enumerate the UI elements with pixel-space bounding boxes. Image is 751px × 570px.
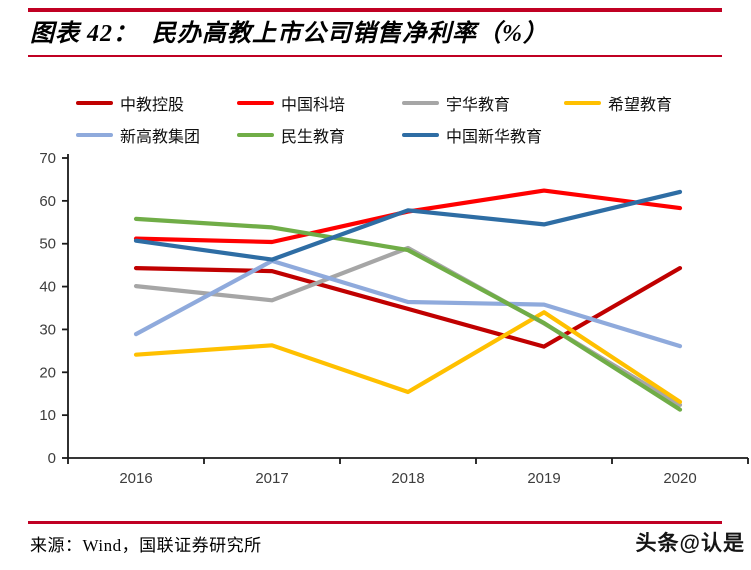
y-tick-label: 30: [39, 321, 56, 338]
legend-item: 宇华教育: [402, 92, 510, 114]
legend-label: 中国科培: [281, 97, 346, 114]
legend-item: 中国新华教育: [402, 124, 542, 146]
series-line: [133, 189, 683, 262]
legend-label: 宇华教育: [446, 97, 511, 114]
legend-item: 希望教育: [564, 92, 672, 114]
legend-label: 民生教育: [281, 129, 346, 146]
x-tick-label: 2020: [663, 470, 696, 487]
series-line: [133, 188, 683, 245]
title-top-rule: [28, 8, 722, 12]
title-bottom-rule: [28, 55, 722, 57]
x-tick-label: 2016: [119, 470, 152, 487]
series-line: [133, 216, 683, 412]
line-chart: 0 10 20 30 40 50 60 70 2016 2017 2018 2019 2020: [39, 150, 749, 487]
x-tick-label: 2019: [527, 470, 560, 487]
series-line: [133, 266, 683, 349]
axes: [62, 154, 749, 464]
legend-swatch-icon: [76, 133, 113, 137]
legend-item: 中国科培: [237, 92, 345, 114]
legend-swatch-icon: [76, 101, 113, 105]
legend-swatch-icon: [564, 101, 601, 105]
chart-legend: 中教控股 中国科培 宇华教育 希望教育新高教集团 民生教育 中国新华教育: [0, 90, 751, 150]
axis-tick-labels: 0 10 20 30 40 50 60 70 2016 2017 2018 2019 2020: [39, 150, 696, 487]
legend-swatch-icon: [237, 101, 274, 105]
series-line: [133, 310, 683, 404]
x-tick-label: 2017: [255, 470, 288, 487]
legend-swatch-icon: [237, 133, 274, 137]
y-tick-label: 10: [39, 407, 56, 424]
y-tick-label: 40: [39, 279, 56, 296]
legend-label: 希望教育: [608, 97, 673, 114]
series-line: [133, 258, 683, 349]
y-tick-label: 0: [48, 450, 56, 467]
legend-item: 新高教集团: [76, 124, 200, 146]
source-note: 来源：Wind，国联证券研究所: [30, 536, 262, 555]
y-tick-label: 60: [39, 193, 56, 210]
footer-rule: [28, 521, 722, 524]
watermark: 头条@认是: [635, 532, 745, 555]
y-tick-label: 70: [39, 150, 56, 167]
legend-swatch-icon: [402, 133, 439, 137]
legend-swatch-icon: [402, 101, 439, 105]
legend-label: 中教控股: [120, 97, 185, 114]
legend-label: 中国新华教育: [446, 129, 543, 146]
y-tick-label: 50: [39, 236, 56, 253]
y-tick-label: 20: [39, 364, 56, 381]
x-tick-label: 2018: [391, 470, 424, 487]
page-title: 图表 42： 民办高教上市公司销售净利率（%）: [30, 21, 548, 47]
legend-label: 新高教集团: [120, 129, 201, 146]
legend-item: 中教控股: [76, 92, 184, 114]
legend-item: 民生教育: [237, 124, 345, 146]
